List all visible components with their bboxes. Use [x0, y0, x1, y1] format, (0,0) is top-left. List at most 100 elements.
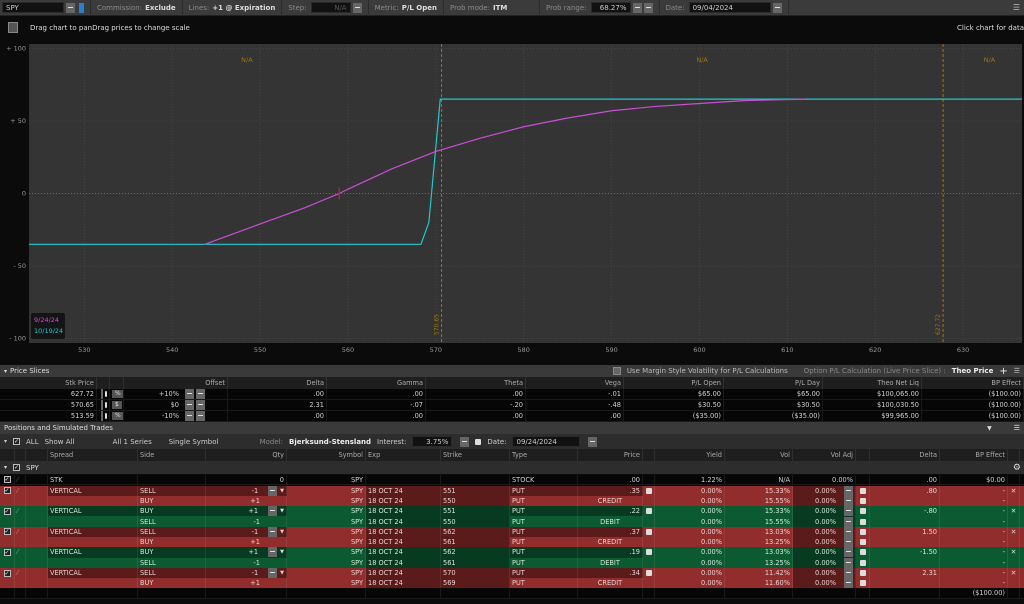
- step-spinner[interactable]: [352, 2, 362, 13]
- vol-adj-spinner[interactable]: [844, 578, 853, 589]
- lock-icon[interactable]: [859, 518, 866, 525]
- metric-selector[interactable]: Metric: P/L Open: [369, 0, 444, 16]
- remove-button[interactable]: ✕: [1008, 547, 1020, 558]
- vol-adj-input[interactable]: 0.00%: [793, 578, 856, 589]
- price-lock[interactable]: [643, 567, 655, 579]
- qty-dropdown-icon[interactable]: ▼: [280, 487, 284, 494]
- graph[interactable]: ⁄: [15, 567, 26, 579]
- qty-dropdown-icon[interactable]: ▼: [280, 528, 284, 535]
- vol-lock[interactable]: [856, 537, 870, 548]
- gear-icon[interactable]: ⚙: [1012, 462, 1021, 473]
- qty-input[interactable]: -1 ▼: [206, 485, 287, 496]
- exp-value[interactable]: 18 OCT 24: [366, 547, 441, 558]
- close-icon[interactable]: ✕: [1010, 486, 1017, 495]
- qty-spinner[interactable]: [268, 506, 278, 517]
- offset-dropdown[interactable]: [196, 411, 205, 421]
- graph-icon[interactable]: ⁄: [17, 569, 19, 578]
- price-controls[interactable]: [97, 389, 110, 399]
- date-input[interactable]: 09/04/2024: [688, 2, 771, 13]
- vol-adj-input[interactable]: 0.00%: [793, 485, 856, 496]
- vol-adj-spinner[interactable]: [844, 485, 853, 496]
- offset-unit[interactable]: $: [110, 400, 124, 410]
- calc-value[interactable]: Theo Price: [951, 367, 994, 375]
- vol-adj-spinner[interactable]: [844, 537, 853, 548]
- vol-adj-spinner[interactable]: [844, 547, 853, 558]
- model-selector[interactable]: Bjerksund-Stensland: [289, 437, 372, 446]
- qty-spinner[interactable]: [268, 547, 278, 558]
- graph-icon[interactable]: ⁄: [15, 475, 26, 484]
- graph-icon[interactable]: ⁄: [17, 486, 19, 495]
- price-slices-header[interactable]: ▾ Price Slices Use Margin Style Volatili…: [0, 365, 1024, 377]
- exp-value[interactable]: 18 OCT 24: [366, 567, 441, 579]
- lock-icon[interactable]: [105, 413, 107, 419]
- exp-value[interactable]: 18 OCT 24: [366, 495, 441, 507]
- vol-adj-input[interactable]: 0.00%: [793, 567, 856, 579]
- type-value[interactable]: PUT: [510, 526, 578, 537]
- offset-input[interactable]: $0: [124, 400, 228, 410]
- expand-icon[interactable]: ▼: [987, 424, 992, 432]
- strike-value[interactable]: 561: [441, 557, 510, 568]
- sim-date-input[interactable]: 09/24/2024: [512, 436, 581, 447]
- vol-lock[interactable]: [856, 578, 870, 589]
- lock-icon[interactable]: [859, 508, 866, 515]
- qty-input[interactable]: +1 ▼: [206, 506, 287, 517]
- row-checkbox[interactable]: ✓: [3, 507, 11, 515]
- qty-input[interactable]: -1 ▼: [206, 526, 287, 537]
- offset-dropdown[interactable]: [196, 389, 205, 399]
- graph[interactable]: ⁄: [15, 547, 26, 558]
- strike-value[interactable]: 562: [441, 526, 510, 537]
- price-spinner[interactable]: [101, 389, 104, 399]
- side-value[interactable]: SELL: [138, 567, 206, 579]
- vol-lock[interactable]: [856, 485, 870, 496]
- stk-price-input[interactable]: 513.59: [0, 411, 97, 421]
- strike-value[interactable]: 550: [441, 495, 510, 507]
- price-spinner[interactable]: [101, 411, 104, 421]
- qty-dropdown-icon[interactable]: ▼: [280, 549, 284, 556]
- price-value[interactable]: .19: [578, 547, 643, 558]
- qty-dropdown-icon[interactable]: ▼: [280, 508, 284, 515]
- vol-adj-spinner[interactable]: [844, 526, 853, 537]
- close-icon[interactable]: ✕: [1010, 507, 1017, 516]
- price-value[interactable]: .34: [578, 567, 643, 579]
- row-check[interactable]: ✓: [0, 547, 15, 558]
- date-spinner[interactable]: [588, 436, 598, 447]
- lock-icon[interactable]: [859, 570, 866, 577]
- lock-icon[interactable]: [105, 391, 107, 397]
- lock-icon[interactable]: [645, 528, 652, 535]
- lock-icon[interactable]: [105, 402, 107, 408]
- vol-adj-spinner[interactable]: [844, 557, 853, 568]
- vol-adj-input[interactable]: 0.00%: [793, 506, 856, 517]
- remove-button[interactable]: ✕: [1008, 567, 1020, 579]
- interest-spinner[interactable]: [460, 436, 470, 447]
- lock-icon[interactable]: [859, 559, 866, 566]
- select-all-checkbox[interactable]: ✓: [13, 438, 21, 445]
- exp-value[interactable]: 18 OCT 24: [366, 557, 441, 568]
- lock-icon[interactable]: [645, 508, 652, 515]
- price-controls[interactable]: [97, 411, 110, 421]
- price-lock[interactable]: [643, 506, 655, 517]
- graph[interactable]: ⁄: [15, 526, 26, 537]
- offset-spinner[interactable]: [185, 411, 194, 421]
- close-icon[interactable]: ✕: [1010, 548, 1017, 557]
- type-value[interactable]: PUT: [510, 547, 578, 558]
- lock-icon[interactable]: [645, 487, 652, 494]
- strike-value[interactable]: 570: [441, 567, 510, 579]
- symbol-input[interactable]: SPY: [2, 2, 64, 13]
- row-checkbox[interactable]: ✓: [3, 528, 11, 536]
- row-check[interactable]: ✓: [0, 485, 15, 496]
- exp-value[interactable]: 18 OCT 24: [366, 578, 441, 589]
- side-value[interactable]: BUY: [138, 547, 206, 558]
- strike-value[interactable]: 562: [441, 547, 510, 558]
- spread-value[interactable]: VERTICAL: [48, 506, 138, 517]
- prob-range-spinner[interactable]: [632, 2, 642, 13]
- offset-unit[interactable]: %: [110, 411, 124, 421]
- price-value[interactable]: .35: [578, 485, 643, 496]
- step-input[interactable]: N/A: [310, 2, 351, 13]
- graph-icon[interactable]: ⁄: [17, 527, 19, 536]
- spread-value[interactable]: VERTICAL: [48, 567, 138, 579]
- stk-price-input[interactable]: 570.65: [0, 400, 97, 410]
- vol-lock[interactable]: [856, 547, 870, 558]
- side-value[interactable]: SELL: [138, 526, 206, 537]
- stk-price-input[interactable]: 627.72: [0, 389, 97, 399]
- price-controls[interactable]: [97, 400, 110, 410]
